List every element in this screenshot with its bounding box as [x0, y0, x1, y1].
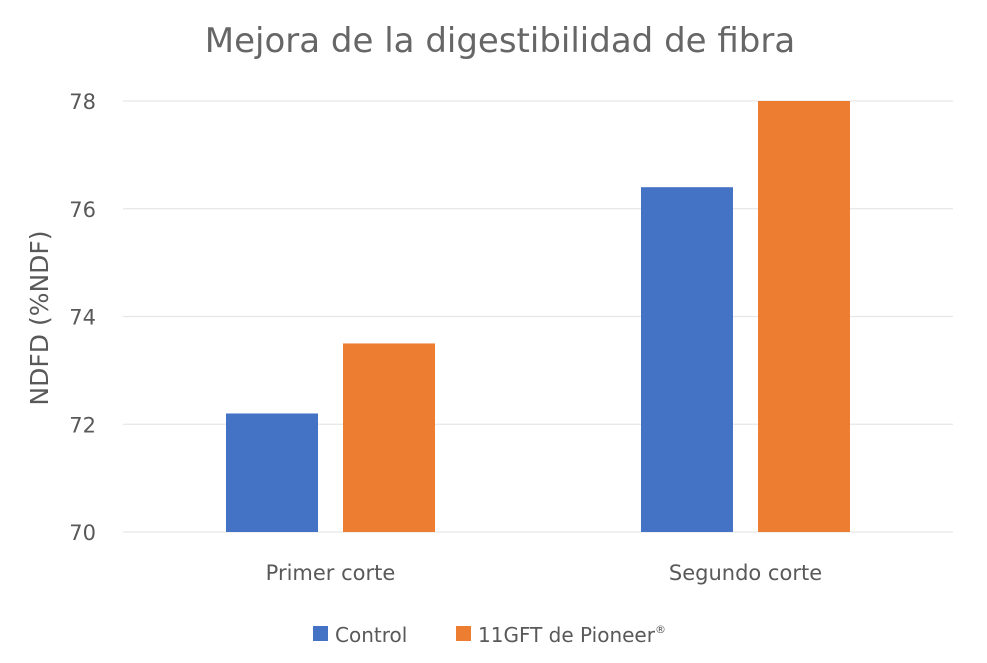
- y-tick-labels: 70 72 74 76 78: [69, 90, 96, 545]
- legend: Control 11GFT de Pioneer®: [313, 623, 666, 647]
- y-tick-label: 72: [69, 413, 96, 437]
- y-axis-label: NDFD (%NDF): [25, 230, 54, 405]
- y-tick-label: 78: [69, 90, 96, 114]
- y-tick-label: 74: [69, 306, 96, 330]
- x-category-label: Primer corte: [266, 561, 396, 585]
- legend-entry-label: Control: [335, 623, 407, 647]
- legend-swatch: [456, 626, 471, 641]
- bars: [226, 101, 850, 532]
- legend-series-name: 11GFT de Pioneer: [478, 623, 656, 647]
- category-labels: Primer corte Segundo corte: [266, 561, 822, 585]
- bar-pioneer-1: [343, 343, 435, 532]
- legend-entry-label: 11GFT de Pioneer®: [478, 623, 666, 647]
- chart-title: Mejora de la digestibilidad de fibra: [205, 21, 795, 61]
- x-category-label: Segundo corte: [669, 561, 822, 585]
- y-tick-label: 70: [69, 521, 96, 545]
- legend-series-name: Control: [335, 623, 407, 647]
- legend-swatch: [313, 626, 328, 641]
- bar-pioneer-2: [758, 101, 850, 532]
- bar-control-2: [641, 187, 733, 532]
- y-tick-label: 76: [69, 198, 96, 222]
- registered-mark: ®: [655, 623, 666, 636]
- bar-control-1: [226, 413, 318, 532]
